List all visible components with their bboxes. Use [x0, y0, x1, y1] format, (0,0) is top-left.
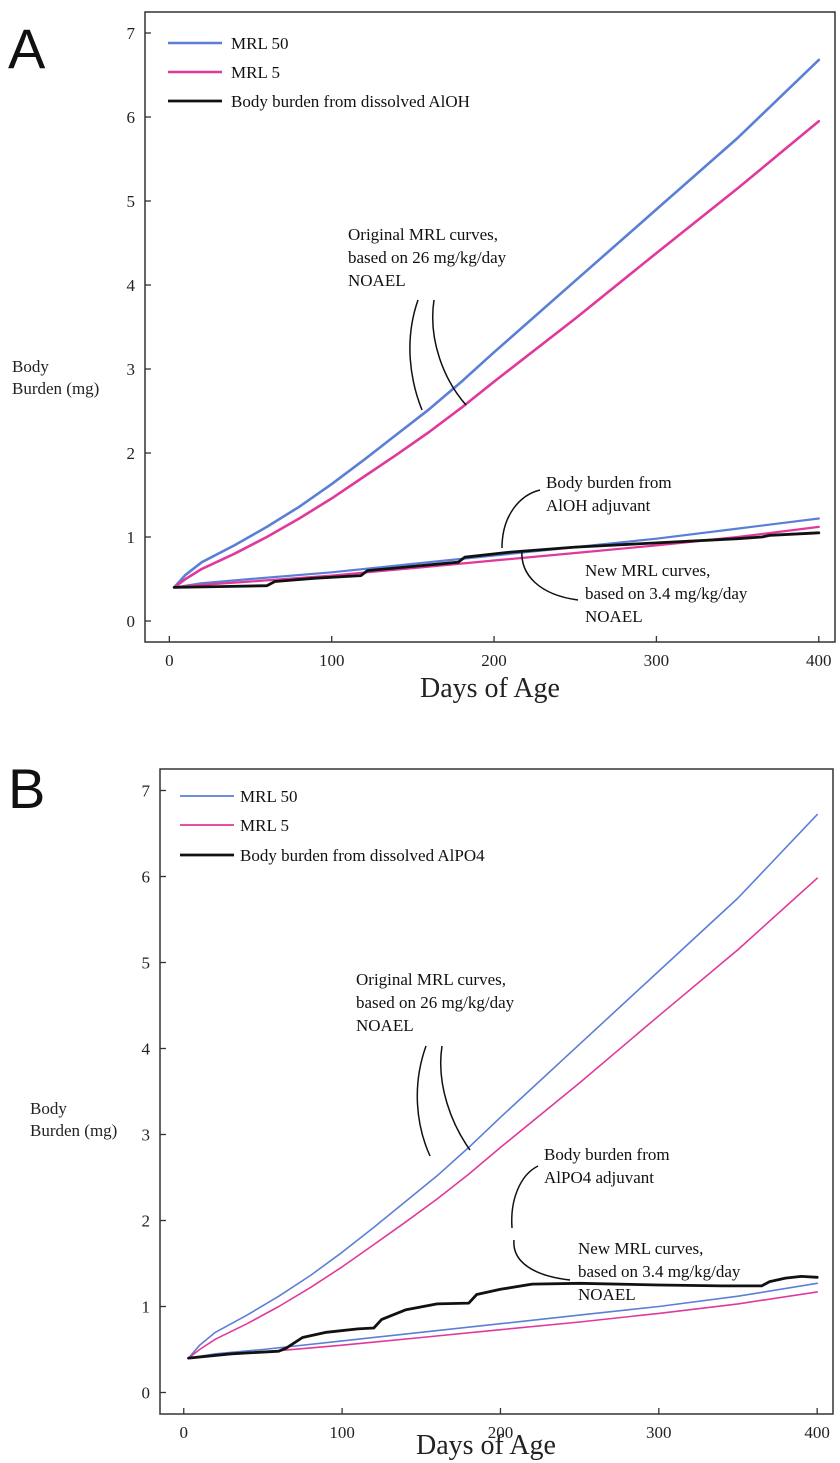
annotation-text: New MRL curves,	[585, 561, 710, 580]
x-tick-label: 400	[804, 1423, 830, 1442]
y-tick-label: 1	[127, 528, 136, 547]
x-tick-label: 100	[319, 651, 345, 670]
annotation-text: based on 26 mg/kg/day	[356, 993, 515, 1012]
series-line-mrl5_orig	[187, 877, 819, 1359]
y-tick-label: 7	[142, 782, 151, 801]
y-tick-label: 5	[127, 192, 136, 211]
x-tick-label: 200	[481, 651, 507, 670]
annotation-text: based on 26 mg/kg/day	[348, 248, 507, 267]
y-axis: 0 1 2 3 4 5 6 7	[127, 24, 151, 631]
x-tick-label: 200	[488, 1423, 514, 1442]
series-line-mrl5_orig	[172, 119, 821, 589]
annotation-new-mrl: New MRL curves, based on 3.4 mg/kg/day N…	[521, 549, 748, 626]
y-tick-label: 2	[142, 1212, 151, 1231]
annotation-text: NOAEL	[348, 271, 406, 290]
annotation-text: NOAEL	[585, 607, 643, 626]
plot-frame	[144, 11, 836, 643]
annotation-leader	[511, 1165, 539, 1229]
y-tick-label: 7	[127, 24, 136, 43]
annotation-leader	[501, 489, 541, 549]
annotation-text: New MRL curves,	[578, 1239, 703, 1258]
annotation-text: based on 3.4 mg/kg/day	[585, 584, 748, 603]
legend-entry: MRL 50	[231, 34, 288, 53]
y-tick-label: 6	[127, 108, 136, 127]
y-tick-label: 4	[142, 1040, 151, 1059]
annotation-leader	[521, 549, 579, 601]
annotation-text: Body burden from	[544, 1145, 670, 1164]
annotation-original-mrl: Original MRL curves, based on 26 mg/kg/d…	[356, 970, 515, 1157]
plot-frame	[159, 768, 834, 1415]
y-tick-label: 2	[127, 444, 136, 463]
annotation-leader	[432, 299, 467, 406]
annotation-adjuvant: Body burden from AlOH adjuvant	[501, 473, 672, 549]
panel-a: A 0 1 2 3 4 5 6 7 0 100 200 300 400 Body Burden (mg…	[8, 11, 836, 704]
legend-entry: MRL 50	[240, 787, 297, 806]
y-axis-label-line-1: Body	[12, 357, 49, 376]
legend-entry: Body burden from dissolved AlOH	[231, 92, 470, 111]
y-tick-label: 0	[127, 612, 136, 631]
x-tick-label: 0	[180, 1423, 189, 1442]
annotation-text: Body burden from	[546, 473, 672, 492]
series-line-mrl50_orig	[172, 58, 821, 589]
annotation-text: Original MRL curves,	[356, 970, 506, 989]
y-axis-label-line-2: Burden (mg)	[12, 379, 99, 398]
x-tick-label: 400	[806, 651, 832, 670]
series-line-mrl50_new	[187, 1282, 819, 1359]
y-tick-label: 1	[142, 1298, 151, 1317]
annotation-leader	[409, 299, 423, 411]
legend-entry: MRL 5	[240, 816, 289, 835]
annotation-adjuvant: Body burden from AlPO4 adjuvant	[511, 1145, 670, 1229]
x-axis: 0 100 200 300 400	[180, 1408, 830, 1442]
series-line-burden	[172, 531, 821, 589]
legend: MRL 50 MRL 5 Body burden from dissolved …	[180, 787, 485, 865]
y-tick-label: 5	[142, 954, 151, 973]
annotation-leader	[416, 1045, 431, 1157]
x-axis: 0 100 200 300 400	[165, 636, 832, 670]
y-tick-label: 6	[142, 868, 151, 887]
series-line-burden	[187, 1275, 819, 1360]
x-tick-label: 100	[329, 1423, 355, 1442]
annotation-text: NOAEL	[578, 1285, 636, 1304]
annotation-leader	[440, 1045, 471, 1151]
x-tick-label: 0	[165, 651, 174, 670]
y-tick-label: 0	[142, 1384, 151, 1403]
legend: MRL 50 MRL 5 Body burden from dissolved …	[168, 34, 470, 111]
x-tick-label: 300	[644, 651, 670, 670]
annotation-original-mrl: Original MRL curves, based on 26 mg/kg/d…	[348, 225, 507, 411]
series-group	[172, 58, 821, 589]
y-tick-label: 3	[127, 360, 136, 379]
series-line-mrl50_orig	[187, 813, 819, 1359]
y-axis-label-line-2: Burden (mg)	[30, 1121, 117, 1140]
legend-entry: Body burden from dissolved AlPO4	[240, 846, 485, 865]
x-tick-label: 300	[646, 1423, 672, 1442]
annotation-text: AlOH adjuvant	[546, 496, 651, 515]
x-axis-label: Days of Age	[420, 673, 560, 704]
annotation-leader	[513, 1239, 571, 1281]
panel-label: A	[8, 17, 46, 80]
panel-label: B	[8, 757, 45, 820]
annotation-text: based on 3.4 mg/kg/day	[578, 1262, 741, 1281]
series-group	[187, 813, 819, 1360]
annotation-new-mrl: New MRL curves, based on 3.4 mg/kg/day N…	[513, 1239, 741, 1304]
x-axis-label: Days of Age	[416, 1430, 556, 1461]
legend-entry: MRL 5	[231, 63, 280, 82]
series-line-mrl50_new	[173, 517, 820, 589]
y-tick-label: 3	[142, 1126, 151, 1145]
y-axis: 0 1 2 3 4 5 6 7	[142, 782, 166, 1403]
annotation-text: Original MRL curves,	[348, 225, 498, 244]
y-axis-label-line-1: Body	[30, 1099, 67, 1118]
panel-b: B 0 1 2 3 4 5 6 7 0 100 200 300 400 Body Burden (mg…	[8, 757, 834, 1461]
y-tick-label: 4	[127, 276, 136, 295]
annotation-text: NOAEL	[356, 1016, 414, 1035]
annotation-text: AlPO4 adjuvant	[544, 1168, 654, 1187]
